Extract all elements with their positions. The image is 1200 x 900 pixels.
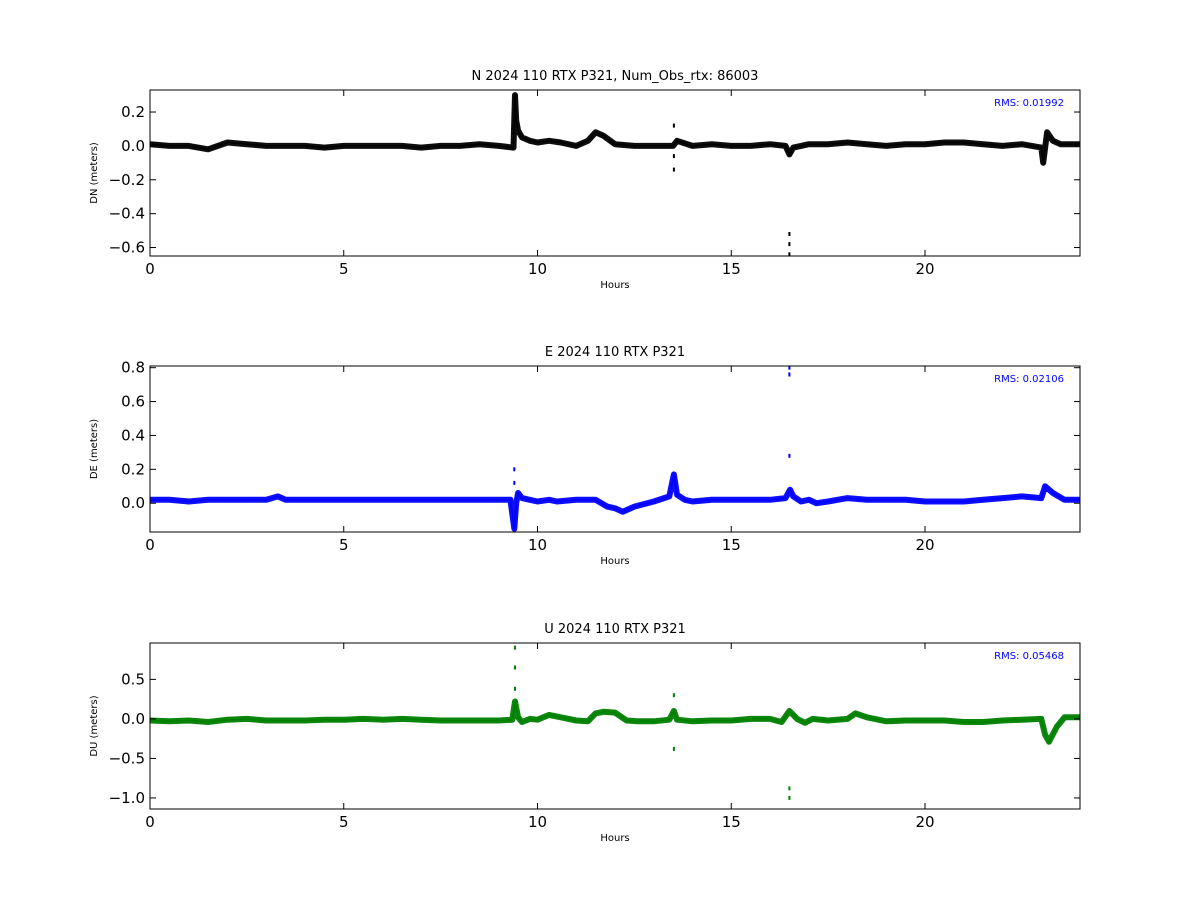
x-axis-label: Hours [600,833,629,844]
outlier-point [788,795,791,800]
x-tick-label: 20 [915,813,934,831]
outlier-point [788,252,791,256]
x-tick-label: 0 [145,536,155,554]
x-tick-label: 0 [145,260,155,278]
outlier-point [514,665,516,670]
outlier-point [788,372,791,377]
y-tick-label: −0.6 [109,239,145,257]
chart-title: U 2024 110 RTX P321 [544,622,686,637]
outlier-point [672,123,675,128]
y-tick-label: 0.0 [121,494,145,512]
outlier-point [788,453,791,458]
series-line [150,92,1080,166]
x-tick-label: 20 [915,536,934,554]
outlier-point [672,693,675,698]
plot-frame [149,89,1081,257]
x-axis-label: Hours [600,556,629,567]
x-tick-label: 15 [722,813,741,831]
y-tick-label: 0.0 [121,137,145,155]
outlier-point [672,154,675,159]
outlier-point [672,746,675,751]
rms-annotation: RMS: 0.01992 [994,98,1064,109]
rms-annotation: RMS: 0.05468 [994,651,1064,662]
outlier-point [513,467,516,472]
x-tick-label: 5 [339,813,349,831]
x-tick-label: 15 [722,260,741,278]
outlier-point [514,645,516,650]
y-tick-label: −0.4 [109,205,145,223]
series-line-core [150,474,1080,529]
x-tick-label: 15 [722,536,741,554]
chart-title: E 2024 110 RTX P321 [545,345,685,360]
outlier-point [514,686,516,691]
x-tick-label: 10 [528,260,547,278]
y-axis-label: DE (meters) [89,419,100,479]
outlier-point [788,232,791,236]
chart-title: N 2024 110 RTX P321, Num_Obs_rtx: 86003 [472,69,759,84]
outlier-point [788,366,791,370]
y-tick-label: 0.2 [121,460,145,478]
outlier-point [672,167,675,172]
series-line-core [150,701,1080,744]
y-tick-label: 0.6 [121,393,145,411]
subplot-1: N 2024 110 RTX P321, Num_Obs_rtx: 86003 0… [89,69,1081,291]
y-tick-label: −0.2 [109,171,145,189]
x-tick-label: 10 [528,813,547,831]
plot-frame [149,365,1081,533]
y-tick-label: 0.4 [121,426,145,444]
y-axis-label: DU (meters) [89,695,100,756]
x-tick-label: 0 [145,813,155,831]
outlier-point [788,242,791,247]
series-line-core [150,95,1080,163]
y-tick-label: 0.0 [121,710,145,728]
subplot-3: U 2024 110 RTX P321 0 5 10 15 20 0.5 0.0 −0.5 −1.… [89,622,1081,844]
y-tick-label: 0.2 [121,103,145,121]
x-tick-label: 20 [915,260,934,278]
subplot-2: E 2024 110 RTX P321 0 5 10 15 20 0.8 0.6 0.4 0.2 0… [89,345,1081,567]
y-tick-label: 0.8 [121,359,145,377]
x-tick-label: 5 [339,260,349,278]
plot-frame [149,642,1081,810]
outlier-point [788,786,791,791]
y-tick-label: −0.5 [109,749,145,767]
rms-annotation: RMS: 0.02106 [994,374,1064,385]
series-line [150,698,1080,745]
y-axis-label: DN (meters) [89,142,100,204]
outlier-point [513,480,516,485]
x-tick-label: 10 [528,536,547,554]
y-tick-label: −1.0 [109,789,145,807]
y-tick-label: 0.5 [121,670,145,688]
x-axis-label: Hours [600,280,629,291]
x-tick-label: 5 [339,536,349,554]
